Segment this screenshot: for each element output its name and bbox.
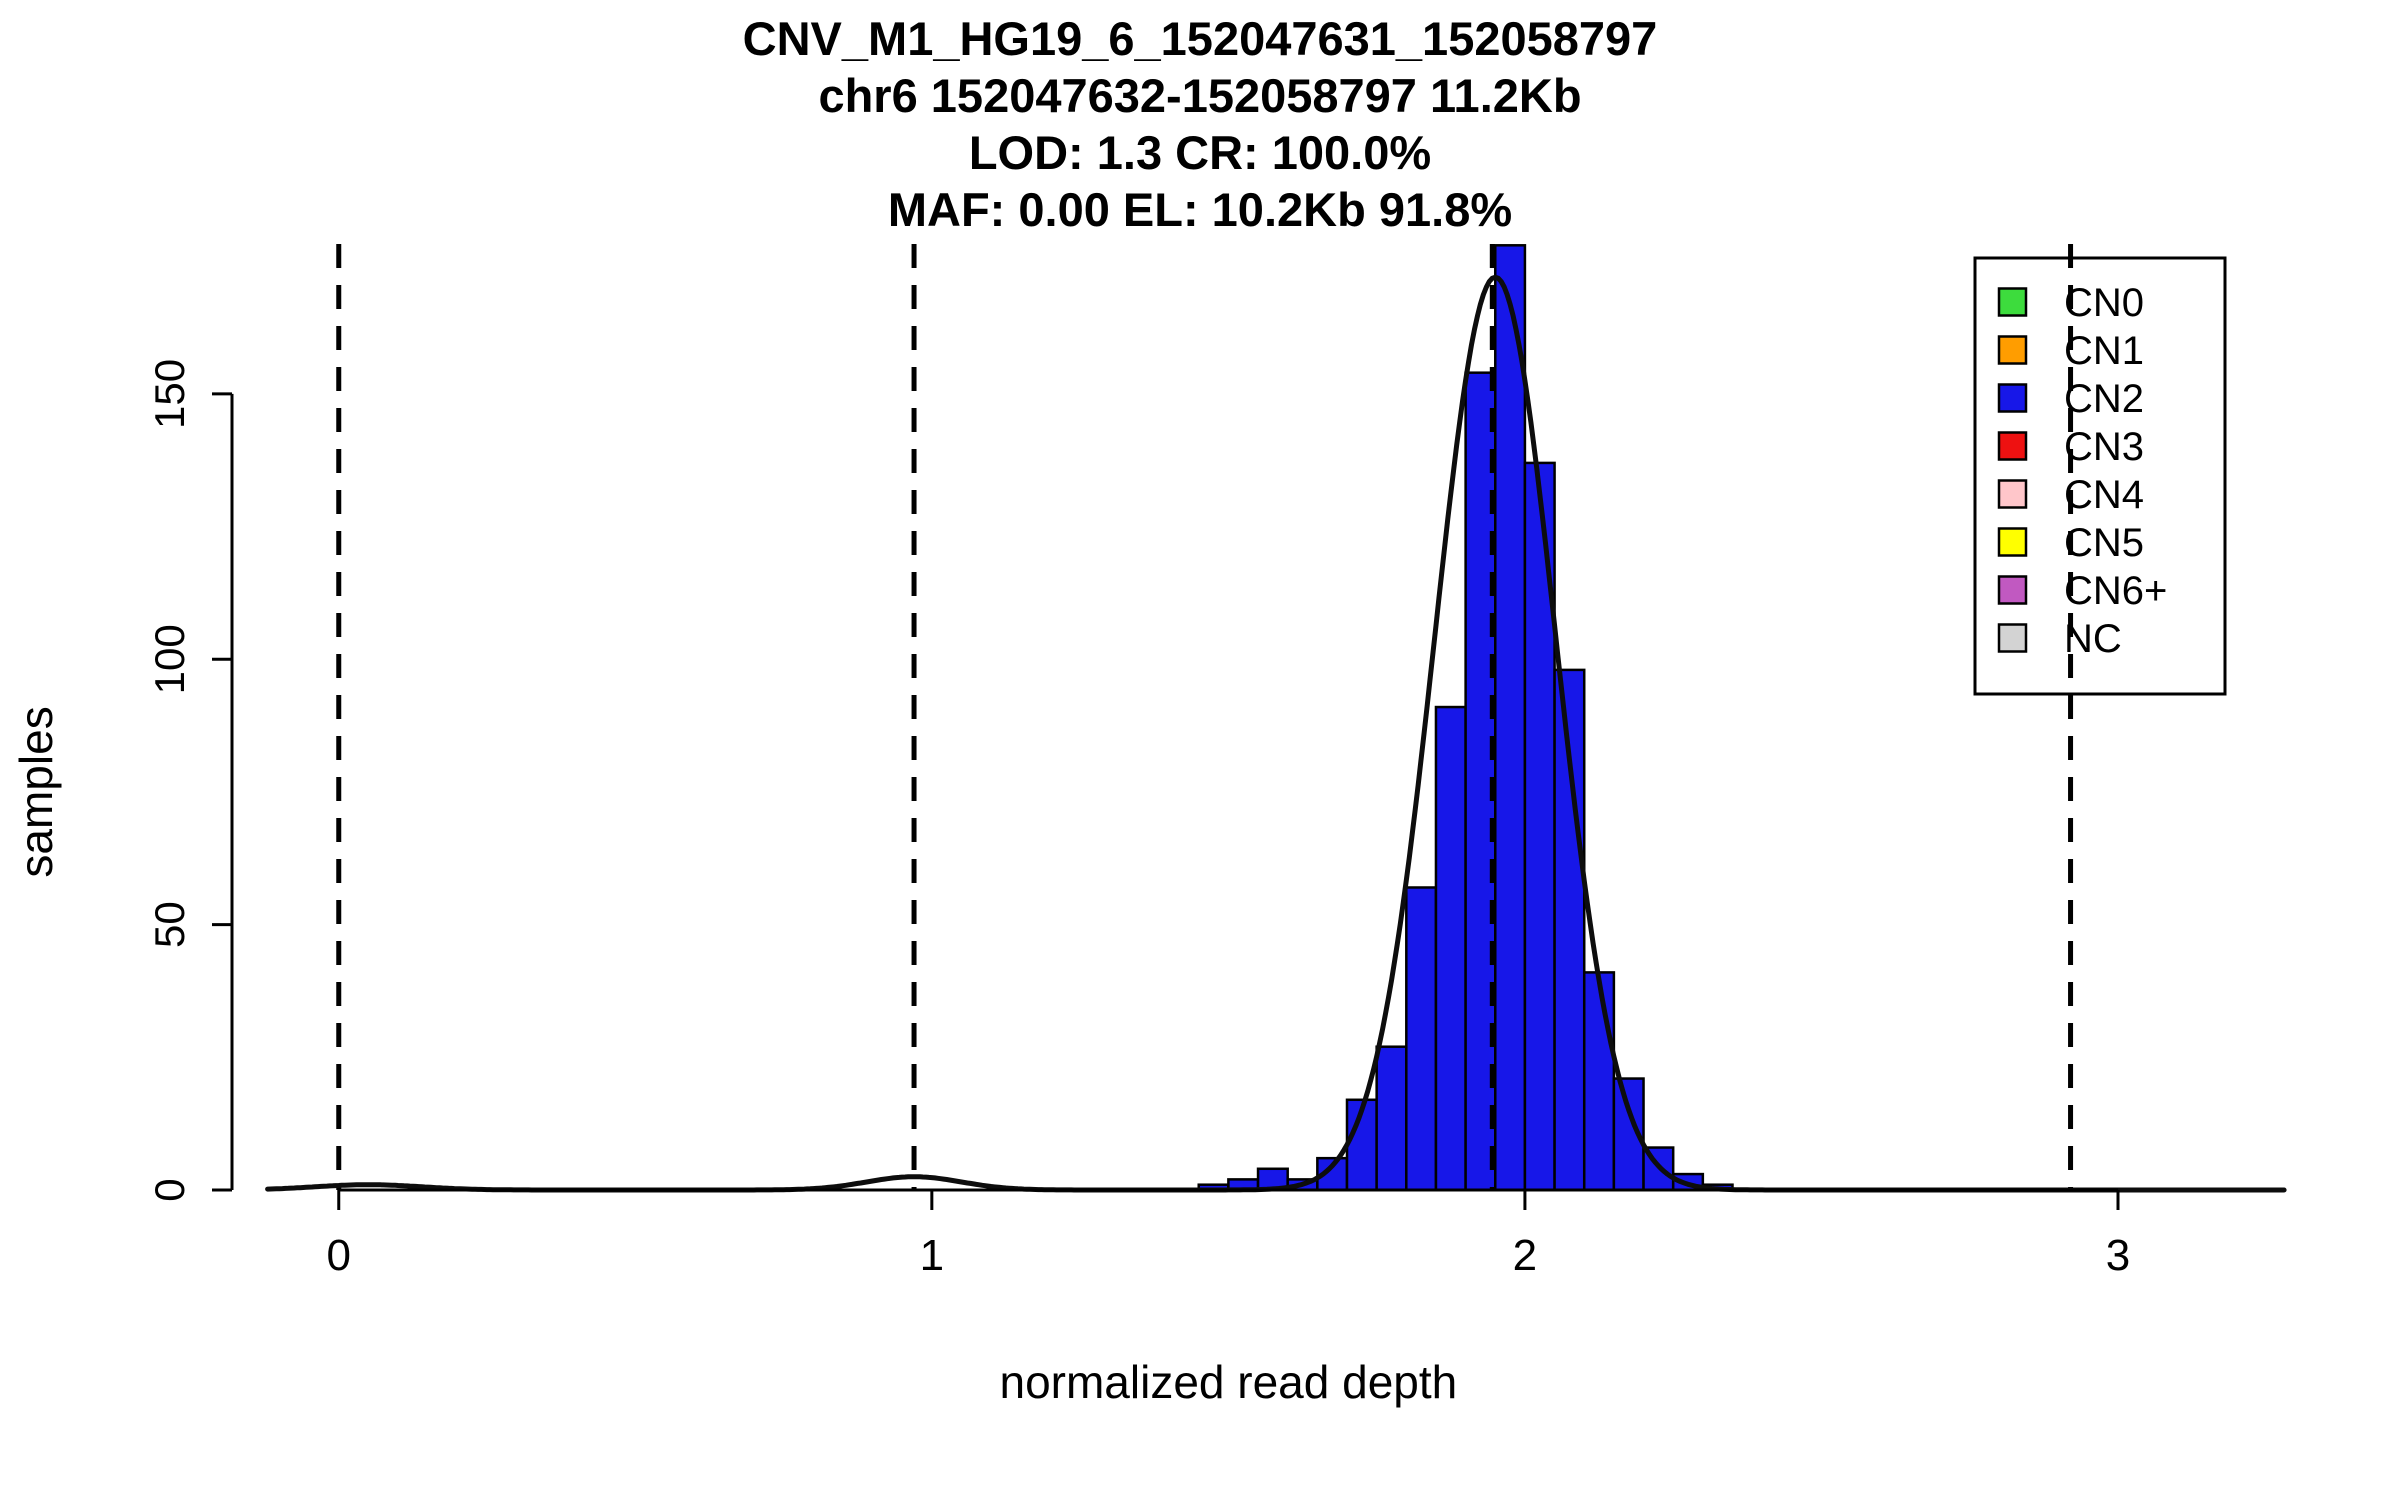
legend-box: [1973, 256, 2227, 696]
x-tick-label: 0: [327, 1231, 351, 1280]
x-tick-label: 3: [2106, 1231, 2130, 1280]
x-tick-label: 1: [920, 1231, 944, 1280]
histogram-bars: [1197, 244, 1734, 1192]
plot-title-block: CNV_M1_HG19_6_152047631_152058797 chr6 1…: [0, 10, 2400, 238]
density-curve-path: [265, 274, 2287, 1193]
x-tick-label: 2: [1513, 1231, 1537, 1280]
y-tick-label: 100: [146, 624, 193, 694]
legend-swatch-NC: [1997, 623, 2028, 653]
legend-swatch-CN3: [1997, 431, 2028, 461]
y-tick-label: 50: [146, 901, 193, 948]
legend-label-CN5: CN5: [2064, 521, 2144, 565]
histogram-bar: [1494, 244, 1527, 1192]
legend-swatch-CN4: [1997, 479, 2028, 509]
legend-swatch-CN1: [1997, 335, 2028, 365]
title-line-3: LOD: 1.3 CR: 100.0%: [968, 126, 1432, 179]
y-axis: 0 50 100 150 samples: [10, 359, 234, 1202]
y-tick-label: 0: [146, 1178, 193, 1201]
legend-label-CN3: CN3: [2064, 425, 2144, 469]
legend-swatch-CN6+: [1997, 575, 2028, 605]
legend-label-CN2: CN2: [2064, 377, 2144, 421]
legend-label-CN6+: CN6+: [2064, 569, 2167, 613]
legend-label-CN1: CN1: [2064, 329, 2144, 373]
histogram-bar: [1405, 886, 1438, 1192]
y-tick-label: 150: [146, 359, 193, 429]
legend-label-NC: NC: [2064, 617, 2122, 661]
legend-label-CN0: CN0: [2064, 281, 2144, 325]
legend-swatch-CN0: [1997, 287, 2028, 317]
cluster-mean-dashed-lines: [336, 244, 2074, 1190]
histogram-bar: [1434, 705, 1467, 1192]
title-line-4: MAF: 0.00 EL: 10.2Kb 91.8%: [887, 183, 1513, 236]
legend-swatch-CN2: [1997, 383, 2028, 413]
title-line-2: chr6 152047632-152058797 11.2Kb: [818, 69, 1582, 122]
x-axis-title: normalized read depth: [1000, 1356, 1458, 1408]
density-curve: [265, 274, 2287, 1193]
histogram-bar: [1582, 971, 1616, 1192]
y-axis-title: samples: [10, 706, 62, 877]
x-axis: 0 1 2 3 normalized read depth: [327, 1188, 2130, 1408]
histogram-bar: [1375, 1045, 1408, 1192]
legend-swatch-CN5: [1997, 527, 2028, 557]
title-line-1: CNV_M1_HG19_6_152047631_152058797: [742, 12, 1658, 65]
legend-label-CN4: CN4: [2064, 473, 2144, 517]
